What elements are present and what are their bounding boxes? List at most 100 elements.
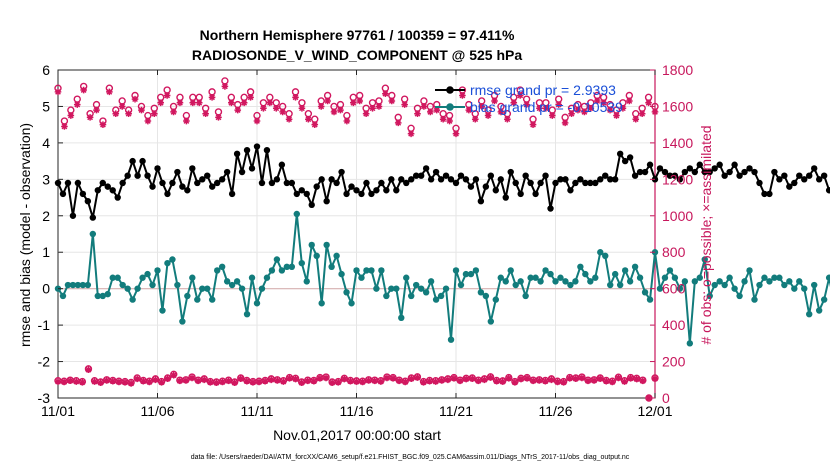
point-rmse-133: [716, 161, 723, 168]
point-obs-assimilated-low--74: [505, 375, 513, 382]
point-rmse-12: [114, 194, 121, 201]
point-rmse-92: [512, 179, 519, 187]
point-rmse-108: [592, 179, 599, 187]
point-obs-assimilated-34: [272, 104, 280, 112]
y-tick-label-1: -2: [38, 354, 51, 370]
point-obs-possible-25: [214, 108, 223, 116]
point-obs-assimilated-low--76: [517, 375, 525, 383]
point-rmse-53: [318, 176, 325, 183]
point-bias-64: [373, 285, 380, 292]
point-bias-142: [761, 274, 768, 281]
point-rmse-155: [825, 187, 830, 194]
point-obs-assimilated-28: [234, 106, 242, 114]
point-bias-126: [681, 278, 689, 285]
point-rmse-123: [666, 172, 674, 179]
point-rmse-102: [562, 176, 569, 183]
point-obs-assimilated-89: [626, 97, 633, 105]
point-bias-87: [487, 318, 495, 325]
point-bias-23: [169, 256, 176, 263]
chart-marks: [54, 77, 830, 402]
point-bias-93: [517, 278, 524, 285]
point-rmse-100: [552, 179, 559, 187]
point-obs-assimilated-low--3: [72, 378, 80, 385]
point-obs-assimilated-low--93: [621, 378, 628, 385]
point-rmse-117: [636, 168, 644, 176]
point-obs-assimilated-7: [99, 121, 107, 128]
point-rmse-27: [189, 165, 196, 172]
point-rmse-9: [99, 179, 106, 187]
point-bias-7: [89, 230, 97, 238]
point-obs-possible-2: [67, 106, 75, 114]
legend-item-rmse: rmse grand pr = 2.9393: [435, 82, 616, 98]
point-bias-46: [283, 263, 291, 270]
point-obs-possible-89: [625, 91, 634, 100]
point-obs-assimilated-low--54: [383, 374, 391, 382]
point-obs-assimilated-low--24: [200, 376, 208, 384]
point-obs-assimilated-low--26: [213, 379, 220, 386]
point-obs-assimilated-low--89: [596, 375, 604, 382]
point-obs-assimilated-69: [497, 108, 505, 116]
point-bias-86: [482, 292, 490, 300]
point-obs-assimilated-27: [228, 99, 235, 107]
point-rmse-150: [801, 176, 808, 183]
point-rmse-114: [621, 157, 629, 165]
point-rmse-152: [811, 165, 818, 172]
point-obs-assimilated-93: [651, 108, 659, 116]
point-rmse-125: [676, 176, 684, 183]
point-rmse-28: [194, 179, 201, 187]
point-obs-assimilated-60: [439, 115, 447, 123]
point-bias-149: [796, 278, 803, 285]
point-bias-39: [248, 274, 256, 281]
point-rmse-36: [233, 150, 241, 158]
point-obs-assimilated-19: [176, 99, 184, 107]
tick-labels: 11/01 11/06 11/11 11/16 11/21 11/26 12/01 -3 -2 -…: [38, 62, 694, 419]
point-bias-155: [825, 274, 830, 281]
point-bias-11: [109, 274, 116, 281]
y-right-tick-label-1: 200: [662, 354, 686, 370]
point-rmse-151: [806, 172, 813, 179]
point-obs-assimilated-2: [67, 112, 75, 119]
point-bias-139: [746, 267, 753, 274]
point-obs-assimilated-low--98: [651, 375, 659, 382]
point-obs-assimilated-low--36: [274, 377, 281, 384]
point-rmse-30: [204, 172, 211, 179]
point-obs-possible-36: [285, 110, 293, 118]
x-tick-label-4: 11/21: [439, 403, 473, 419]
point-rmse-57: [338, 168, 345, 176]
point-rmse-136: [731, 161, 738, 168]
point-rmse-82: [462, 176, 470, 183]
point-rmse-18: [144, 172, 151, 179]
point-rmse-126: [681, 168, 689, 176]
point-rmse-17: [139, 157, 146, 165]
point-obs-assimilated-low--90: [602, 377, 610, 385]
point-bias-116: [631, 263, 639, 270]
point-obs-assimilated-42: [324, 97, 331, 105]
point-obs-assimilated-low--88: [590, 377, 598, 384]
point-bias-107: [587, 278, 594, 285]
point-obs-assimilated-52: [388, 97, 396, 105]
point-rmse-51: [308, 201, 315, 209]
point-bias-6: [84, 281, 92, 289]
point-obs-assimilated-78: [555, 101, 563, 108]
y-right-tick-label-2: 400: [662, 317, 686, 333]
point-obs-assimilated-15: [150, 110, 158, 118]
point-obs-assimilated-38: [298, 104, 306, 112]
point-obs-assimilated-56: [414, 110, 421, 118]
point-rmse-149: [796, 172, 803, 179]
y-tick-label-0: -3: [38, 390, 51, 406]
point-bias-109: [597, 249, 604, 256]
point-rmse-15: [129, 157, 136, 165]
point-rmse-76: [432, 168, 440, 176]
point-obs-assimilated-low--91: [609, 378, 616, 386]
point-obs-assimilated-low--20: [176, 377, 184, 385]
x-tick-label-6: 12/01: [637, 403, 672, 419]
point-bias-119: [646, 296, 654, 303]
point-obs-possible-1: [60, 117, 69, 125]
point-bias-78: [442, 285, 450, 292]
point-obs-assimilated-low--65: [450, 375, 458, 382]
point-obs-assimilated-low--25: [206, 379, 214, 386]
point-rmse-132: [711, 165, 718, 172]
x-tick-label-0: 11/01: [41, 403, 75, 419]
point-bias-8: [94, 292, 102, 300]
point-obs-assimilated-low--16: [152, 376, 159, 384]
